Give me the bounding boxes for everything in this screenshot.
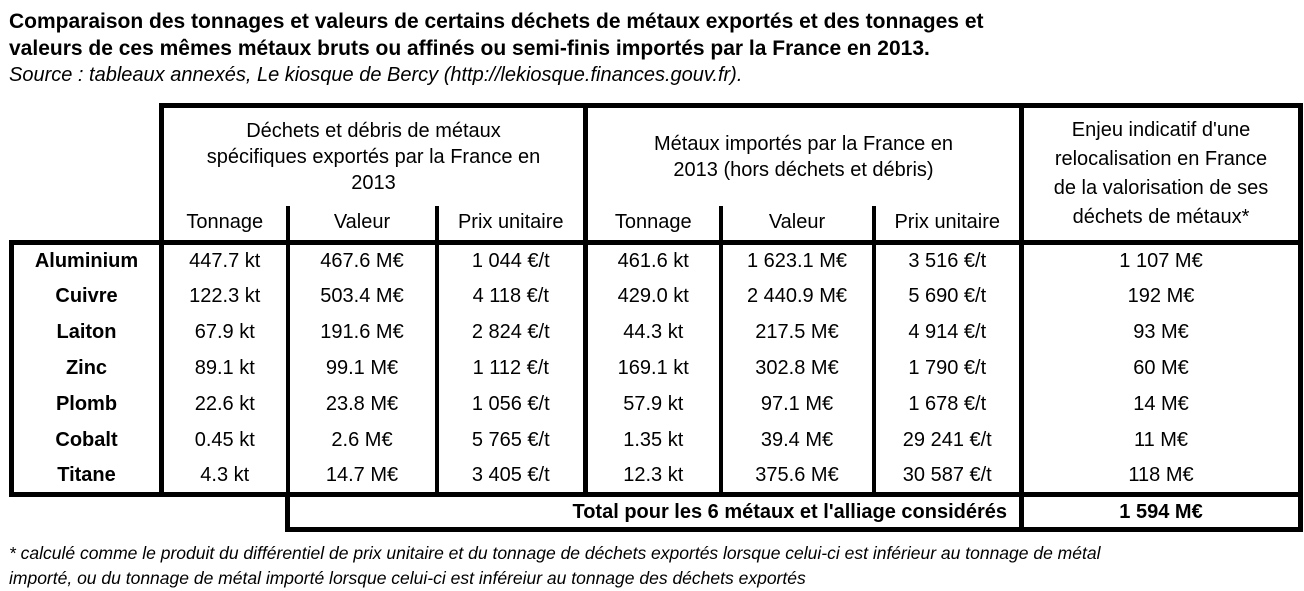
cell-enjeu: 1 107 M€ bbox=[1019, 242, 1303, 279]
metal-name: Plomb bbox=[9, 386, 164, 423]
table-row-cobalt: Cobalt 0.45 kt 2.6 M€ 5 765 €/t 1.35 kt … bbox=[9, 422, 1303, 459]
cell-export-valeur: 14.7 M€ bbox=[287, 458, 439, 497]
cell-import-prix-unitaire: 1 790 €/t bbox=[873, 350, 1024, 387]
cell-enjeu: 192 M€ bbox=[1019, 278, 1303, 315]
group-header-row: Déchets et débris de métaux spécifiques … bbox=[12, 103, 1303, 245]
table-row-titane: Titane 4.3 kt 14.7 M€ 3 405 €/t 12.3 kt … bbox=[9, 458, 1303, 497]
header-line: Enjeu indicatif d'une bbox=[1071, 119, 1251, 141]
cell-import-valeur: 375.6 M€ bbox=[720, 458, 876, 497]
total-label: Total pour les 6 métaux et l'alliage con… bbox=[285, 492, 1024, 532]
subheader-export-prix-unitaire: Prix unitaire bbox=[436, 205, 588, 245]
subheader-export-tonnage: Tonnage bbox=[159, 205, 290, 245]
metal-name: Laiton bbox=[9, 314, 164, 351]
cell-import-tonnage: 1.35 kt bbox=[585, 422, 723, 459]
table-row-laiton: Laiton 67.9 kt 191.6 M€ 2 824 €/t 44.3 k… bbox=[9, 314, 1303, 351]
table-row-plomb: Plomb 22.6 kt 23.8 M€ 1 056 €/t 57.9 kt … bbox=[9, 386, 1303, 423]
cell-import-valeur: 39.4 M€ bbox=[720, 422, 876, 459]
cell-import-valeur: 302.8 M€ bbox=[720, 350, 876, 387]
cell-export-valeur: 23.8 M€ bbox=[287, 386, 439, 423]
cell-import-valeur: 2 440.9 M€ bbox=[720, 278, 876, 315]
column-group-export-header: Déchets et débris de métaux spécifiques … bbox=[159, 103, 588, 206]
sub-header-row: Tonnage Valeur Prix unitaire Tonnage Val… bbox=[11, 205, 1301, 245]
cell-import-tonnage: 12.3 kt bbox=[585, 458, 723, 497]
header-line: déchets de métaux* bbox=[1072, 206, 1250, 228]
header-line: relocalisation en France bbox=[1054, 148, 1268, 170]
cell-enjeu: 118 M€ bbox=[1019, 458, 1303, 497]
cell-export-tonnage: 4.3 kt bbox=[159, 458, 290, 497]
table-row-cuivre: Cuivre 122.3 kt 503.4 M€ 4 118 €/t 429.0… bbox=[9, 278, 1303, 315]
header-line: spécifiques exportés par la France en bbox=[206, 145, 541, 168]
cell-import-prix-unitaire: 4 914 €/t bbox=[873, 314, 1024, 351]
footnote-line-1: * calculé comme le produit du différenti… bbox=[9, 543, 1101, 563]
cell-export-tonnage: 122.3 kt bbox=[159, 278, 290, 315]
cell-import-tonnage: 169.1 kt bbox=[585, 350, 723, 387]
subheader-export-valeur: Valeur bbox=[287, 205, 439, 245]
metal-name: Zinc bbox=[9, 350, 164, 387]
cell-export-valeur: 503.4 M€ bbox=[287, 278, 439, 315]
cell-export-tonnage: 447.7 kt bbox=[159, 242, 290, 279]
cell-export-valeur: 191.6 M€ bbox=[287, 314, 439, 351]
cell-export-prix-unitaire: 4 118 €/t bbox=[436, 278, 588, 315]
cell-import-tonnage: 57.9 kt bbox=[585, 386, 723, 423]
total-value: 1 594 M€ bbox=[1019, 492, 1303, 532]
cell-import-prix-unitaire: 1 678 €/t bbox=[873, 386, 1024, 423]
total-spacer bbox=[12, 495, 288, 530]
metal-name: Cobalt bbox=[9, 422, 164, 459]
cell-export-tonnage: 67.9 kt bbox=[159, 314, 290, 351]
cell-enjeu: 93 M€ bbox=[1019, 314, 1303, 351]
column-group-import-header: Métaux importés par la France en 2013 (h… bbox=[583, 103, 1024, 206]
column-group-enjeu-header: Enjeu indicatif d'une relocalisation en … bbox=[1019, 103, 1303, 245]
footnote-line-2: importé, ou du tonnage de métal importé … bbox=[9, 568, 806, 588]
cell-export-tonnage: 22.6 kt bbox=[159, 386, 290, 423]
cell-export-valeur: 99.1 M€ bbox=[287, 350, 439, 387]
table-row-aluminium: Aluminium 447.7 kt 467.6 M€ 1 044 €/t 46… bbox=[9, 242, 1303, 279]
subheader-import-prix-unitaire: Prix unitaire bbox=[873, 205, 1024, 245]
metal-name: Aluminium bbox=[9, 242, 164, 279]
subheader-import-valeur: Valeur bbox=[720, 205, 876, 245]
table-row-zinc: Zinc 89.1 kt 99.1 M€ 1 112 €/t 169.1 kt … bbox=[9, 350, 1303, 387]
title-line-2: valeurs de ces mêmes métaux bruts ou aff… bbox=[9, 37, 930, 60]
cell-import-valeur: 1 623.1 M€ bbox=[720, 242, 876, 279]
subheader-import-tonnage: Tonnage bbox=[585, 205, 723, 245]
cell-export-valeur: 2.6 M€ bbox=[287, 422, 439, 459]
cell-import-prix-unitaire: 30 587 €/t bbox=[873, 458, 1024, 497]
cell-export-prix-unitaire: 2 824 €/t bbox=[436, 314, 588, 351]
metal-name: Cuivre bbox=[9, 278, 164, 315]
header-line: 2013 (hors déchets et débris) bbox=[673, 158, 934, 181]
cell-enjeu: 11 M€ bbox=[1019, 422, 1303, 459]
header-line: Métaux importés par la France en bbox=[653, 132, 954, 155]
header-spacer bbox=[11, 205, 162, 245]
cell-export-prix-unitaire: 5 765 €/t bbox=[436, 422, 588, 459]
cell-import-tonnage: 461.6 kt bbox=[585, 242, 723, 279]
cell-export-valeur: 467.6 M€ bbox=[287, 242, 439, 279]
total-row: Total pour les 6 métaux et l'alliage con… bbox=[12, 492, 1303, 532]
cell-export-prix-unitaire: 1 112 €/t bbox=[436, 350, 588, 387]
cell-import-tonnage: 429.0 kt bbox=[585, 278, 723, 315]
header-line: de la valorisation de ses bbox=[1053, 177, 1269, 199]
comparison-table: Déchets et débris de métaux spécifiques … bbox=[9, 103, 1303, 532]
page-title: Comparaison des tonnages et valeurs de c… bbox=[9, 8, 1304, 62]
cell-export-prix-unitaire: 3 405 €/t bbox=[436, 458, 588, 497]
cell-export-tonnage: 89.1 kt bbox=[159, 350, 290, 387]
cell-import-valeur: 97.1 M€ bbox=[720, 386, 876, 423]
cell-import-valeur: 217.5 M€ bbox=[720, 314, 876, 351]
cell-import-tonnage: 44.3 kt bbox=[585, 314, 723, 351]
cell-import-prix-unitaire: 29 241 €/t bbox=[873, 422, 1024, 459]
cell-export-prix-unitaire: 1 056 €/t bbox=[436, 386, 588, 423]
cell-export-prix-unitaire: 1 044 €/t bbox=[436, 242, 588, 279]
metal-name: Titane bbox=[9, 458, 164, 497]
header-line: 2013 bbox=[351, 171, 396, 194]
cell-import-prix-unitaire: 5 690 €/t bbox=[873, 278, 1024, 315]
footnote: * calculé comme le produit du différenti… bbox=[9, 541, 1304, 591]
source-line: Source : tableaux annexés, Le kiosque de… bbox=[9, 64, 743, 86]
header-line: Déchets et débris de métaux bbox=[246, 119, 501, 142]
cell-import-prix-unitaire: 3 516 €/t bbox=[873, 242, 1024, 279]
cell-export-tonnage: 0.45 kt bbox=[159, 422, 290, 459]
header-spacer bbox=[12, 106, 162, 206]
title-line-1: Comparaison des tonnages et valeurs de c… bbox=[9, 10, 984, 33]
cell-enjeu: 60 M€ bbox=[1019, 350, 1303, 387]
cell-enjeu: 14 M€ bbox=[1019, 386, 1303, 423]
